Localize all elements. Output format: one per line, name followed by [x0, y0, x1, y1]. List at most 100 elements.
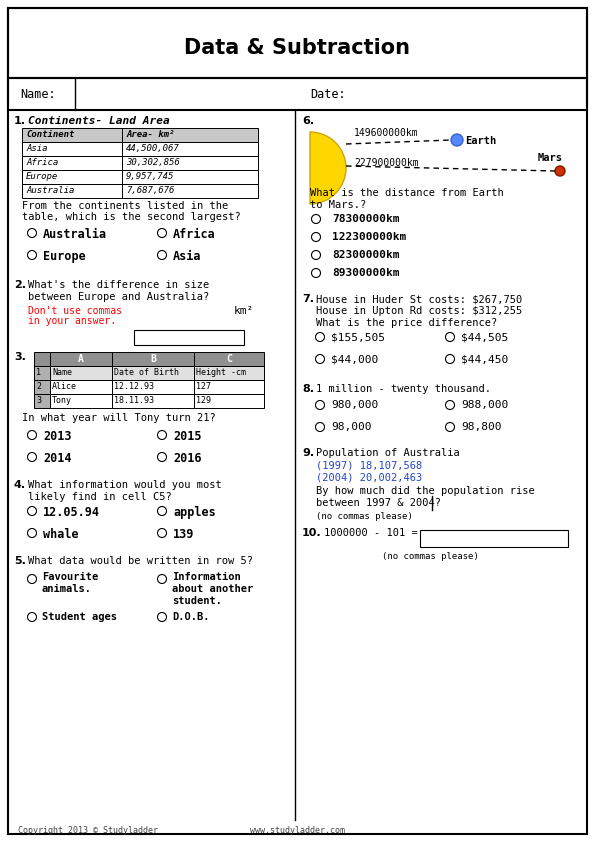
Circle shape [446, 354, 455, 364]
Text: animals.: animals. [42, 584, 92, 594]
Text: (2004) 20,002,463: (2004) 20,002,463 [316, 473, 422, 483]
Circle shape [158, 251, 167, 259]
Text: to Mars.?: to Mars.? [310, 200, 367, 210]
Text: Europe: Europe [43, 250, 86, 263]
Circle shape [315, 333, 324, 342]
Text: $44,450: $44,450 [461, 354, 508, 364]
Bar [134, 330, 244, 345]
Text: 12.12.93: 12.12.93 [114, 382, 154, 391]
Text: 139: 139 [173, 528, 195, 541]
Text: What data would be written in row 5?: What data would be written in row 5? [28, 556, 253, 566]
Circle shape [27, 228, 36, 237]
Text: Population of Australia: Population of Australia [316, 448, 460, 458]
Text: $44,505: $44,505 [461, 332, 508, 342]
Bar [50, 366, 112, 380]
Text: Area- km²: Area- km² [126, 130, 174, 139]
Text: What's the difference in size: What's the difference in size [28, 280, 209, 290]
Text: 5.: 5. [14, 556, 26, 566]
Text: student.: student. [172, 596, 222, 606]
Text: 12.05.94: 12.05.94 [43, 506, 100, 519]
Text: 980,000: 980,000 [331, 400, 378, 410]
Circle shape [27, 529, 36, 537]
Text: 89300000km: 89300000km [332, 268, 399, 278]
Circle shape [312, 232, 321, 242]
Bar [194, 394, 264, 408]
Text: $44,000: $44,000 [331, 354, 378, 364]
Text: whale: whale [43, 528, 79, 541]
Text: (1997) 18,107,568: (1997) 18,107,568 [316, 461, 422, 471]
Text: C: C [226, 354, 232, 364]
Text: table, which is the second largest?: table, which is the second largest? [22, 212, 241, 222]
Text: 44,500,067: 44,500,067 [126, 144, 180, 153]
Text: 1 million - twenty thousand.: 1 million - twenty thousand. [316, 384, 491, 394]
Text: 3.: 3. [14, 352, 26, 362]
Bar [50, 352, 112, 366]
Bar [22, 128, 258, 142]
Circle shape [158, 612, 167, 621]
Text: 4.: 4. [14, 480, 26, 490]
Text: 98,000: 98,000 [331, 422, 371, 432]
Text: 1: 1 [36, 368, 41, 377]
Circle shape [312, 251, 321, 259]
Text: Height -cm: Height -cm [196, 368, 246, 377]
Text: What is the distance from Earth: What is the distance from Earth [310, 188, 504, 198]
Bar [22, 156, 258, 170]
Circle shape [315, 354, 324, 364]
Text: Africa: Africa [26, 158, 58, 167]
Bar [8, 78, 587, 110]
Text: 78300000km: 78300000km [332, 214, 399, 224]
Text: 82300000km: 82300000km [332, 250, 399, 260]
Bar [50, 394, 112, 408]
Text: 30,302,856: 30,302,856 [126, 158, 180, 167]
Bar [34, 394, 50, 408]
Bar [112, 394, 194, 408]
Text: 129: 129 [196, 396, 211, 405]
Text: Information: Information [172, 572, 241, 582]
Text: (no commas please): (no commas please) [316, 512, 413, 521]
Bar [34, 366, 50, 380]
Text: Europe: Europe [26, 172, 58, 181]
Text: $155,505: $155,505 [331, 332, 385, 342]
Bar [22, 142, 258, 156]
Text: Favourite: Favourite [42, 572, 98, 582]
Circle shape [446, 423, 455, 431]
Text: between Europe and Australia?: between Europe and Australia? [28, 292, 209, 302]
Text: What information would you most: What information would you most [28, 480, 222, 490]
Bar [50, 380, 112, 394]
Text: 149600000km: 149600000km [354, 128, 419, 138]
Text: Asia: Asia [26, 144, 48, 153]
Text: From the continents listed in the: From the continents listed in the [22, 201, 228, 211]
Text: 7,687,676: 7,687,676 [126, 186, 174, 195]
Text: 18.11.93: 18.11.93 [114, 396, 154, 405]
Text: B: B [150, 354, 156, 364]
Text: www.studyladder.com: www.studyladder.com [249, 826, 345, 835]
Bar [194, 366, 264, 380]
Text: 8.: 8. [302, 384, 314, 394]
Text: Date of Birth: Date of Birth [114, 368, 179, 377]
Bar [194, 352, 264, 366]
Bar [8, 8, 587, 78]
Text: between 1997 & 2004?: between 1997 & 2004? [316, 498, 441, 508]
Text: House in Upton Rd costs: $312,255: House in Upton Rd costs: $312,255 [316, 306, 522, 316]
Text: 98,800: 98,800 [461, 422, 502, 432]
Circle shape [158, 529, 167, 537]
Wedge shape [310, 132, 346, 204]
Circle shape [27, 574, 36, 584]
Text: Australia: Australia [26, 186, 74, 195]
Text: Alice: Alice [52, 382, 77, 391]
Text: km²: km² [234, 306, 254, 316]
Bar [112, 366, 194, 380]
Bar [112, 380, 194, 394]
Circle shape [158, 507, 167, 515]
Text: Africa: Africa [173, 228, 216, 241]
Circle shape [315, 423, 324, 431]
Text: 9,957,745: 9,957,745 [126, 172, 174, 181]
Bar [22, 184, 258, 198]
Text: Tony: Tony [52, 396, 72, 405]
Text: 10.: 10. [302, 528, 322, 538]
Circle shape [446, 401, 455, 409]
Text: 9.: 9. [302, 448, 314, 458]
Text: Don't use commas: Don't use commas [28, 306, 122, 316]
Circle shape [451, 134, 463, 146]
Text: 1000000 - 101 =: 1000000 - 101 = [324, 528, 418, 538]
